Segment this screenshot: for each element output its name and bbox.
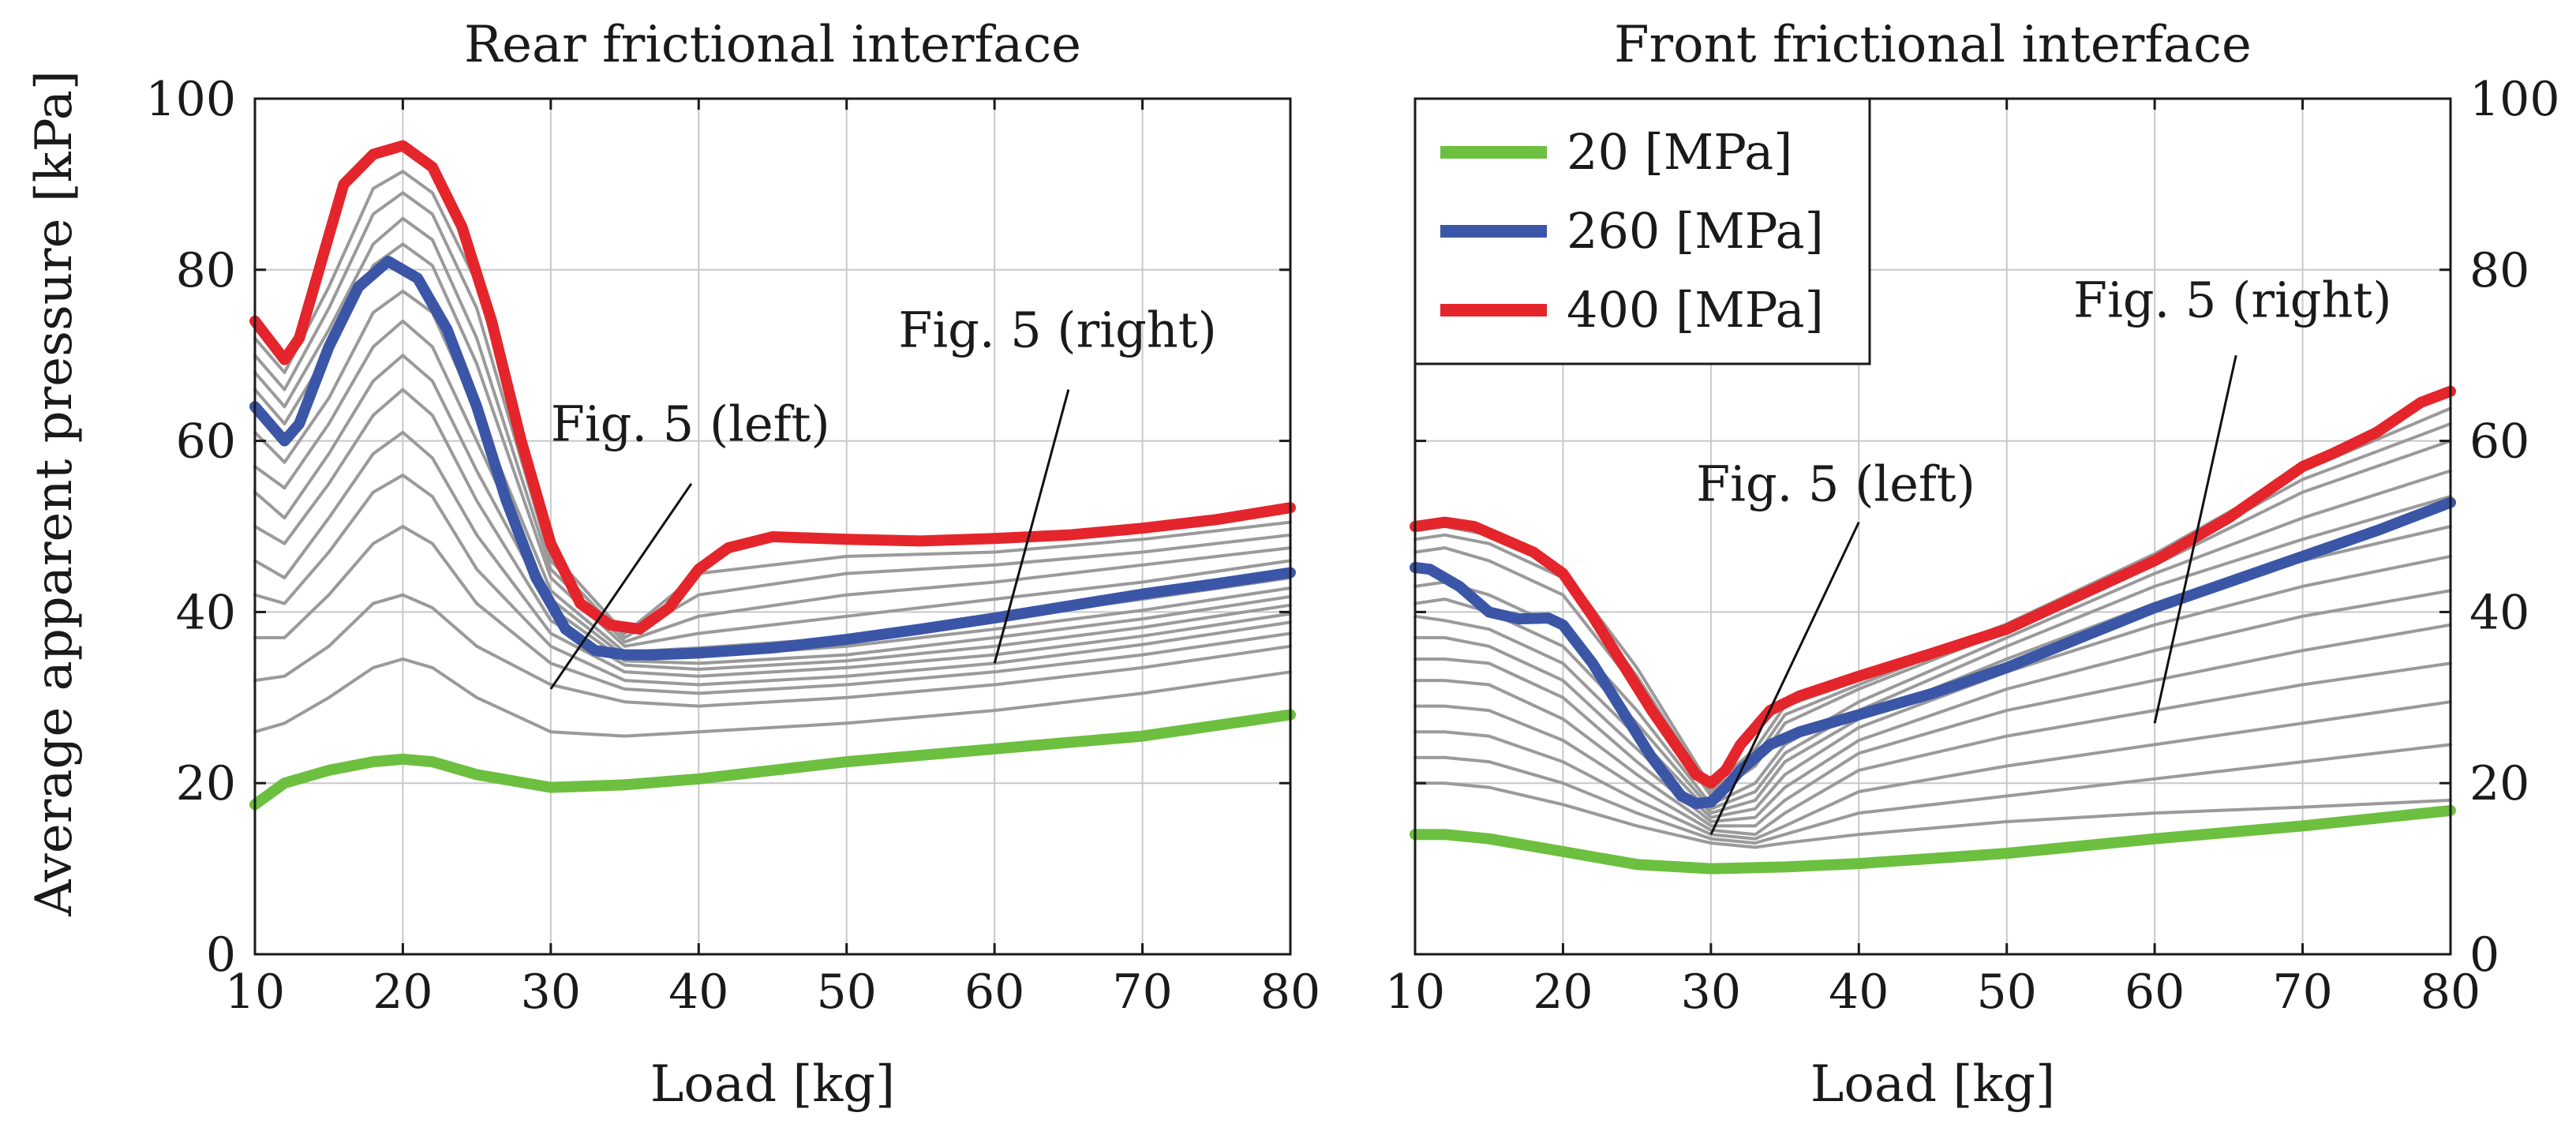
rear-gray-series-line-2 xyxy=(253,593,1292,708)
front-x-tick-label-10: 10 xyxy=(1385,965,1445,1020)
y-axis-label: Average apparent pressure [kPa] xyxy=(25,70,84,917)
rear-x-axis-label: Load [kg] xyxy=(650,1055,895,1114)
front-x-tick-label-30: 30 xyxy=(1681,965,1741,1020)
front-x-axis-label: Load [kg] xyxy=(1810,1055,2055,1114)
front-gray-series-line-5 xyxy=(1413,623,2452,828)
rear-gray-series-line-6 xyxy=(253,388,1292,671)
front-series-line-400mpa xyxy=(1410,385,2456,789)
rear-annotation-leader-1 xyxy=(549,482,693,690)
rear-series-line-20mpa xyxy=(249,709,1296,811)
rear-x-tick-label-20: 20 xyxy=(373,965,432,1020)
rear-gray-series-line-1 xyxy=(253,657,1292,738)
rear-x-tick-label-30: 30 xyxy=(521,965,581,1020)
rear-x-tick-label-40: 40 xyxy=(668,965,728,1020)
front-gray-series-line-6 xyxy=(1413,589,2452,823)
front-gray-series-line-2 xyxy=(1413,743,2452,845)
front-x-tick-label-70: 70 xyxy=(2272,965,2332,1020)
front-gray-series-line-1 xyxy=(1413,781,2452,849)
front-x-tick-label-80: 80 xyxy=(2421,965,2481,1020)
rear-x-tick-label-80: 80 xyxy=(1260,965,1320,1020)
rear-annotation-label-2: Fig. 5 (right) xyxy=(898,301,1216,358)
front-gray-series-line-10 xyxy=(1413,469,2452,807)
rear-y-tick-label-100: 100 xyxy=(145,72,236,127)
front-x-tick-label-50: 50 xyxy=(1977,965,2037,1020)
front-annotation-leader-1 xyxy=(1709,521,1860,835)
rear-y-tick-label-60: 60 xyxy=(176,414,236,470)
rear-ticks: 10 20 30 40 50 60 70 80 0 20 40 60 80 100 xyxy=(145,72,1320,1020)
front-annotations: Fig. 5 (left) Fig. 5 (right) xyxy=(1696,271,2392,835)
front-annotation-label-1: Fig. 5 (left) xyxy=(1696,455,1975,512)
front-series-lines xyxy=(1410,385,2456,875)
rear-gray-series-line-5 xyxy=(253,430,1292,678)
front-gray-series-line-3 xyxy=(1413,700,2452,841)
rear-annotation-label-1: Fig. 5 (left) xyxy=(551,395,830,453)
front-annotation-leader-2 xyxy=(2153,354,2237,724)
legend-label-20mpa: 20 [MPa] xyxy=(1567,123,1792,181)
front-plot-frame xyxy=(1413,97,2452,956)
rear-x-tick-label-10: 10 xyxy=(225,965,285,1020)
legend-label-260mpa: 260 [MPa] xyxy=(1567,202,1824,260)
rear-y-tick-label-0: 0 xyxy=(206,927,236,983)
front-panel: Fig. 5 (left) Fig. 5 (right) 10 20 30 40 50 60… xyxy=(1385,16,2560,1114)
rear-gray-series-line-4 xyxy=(253,474,1292,687)
front-x-tick-label-60: 60 xyxy=(2125,965,2185,1020)
front-series-line-260mpa xyxy=(1410,496,2456,810)
rear-chart-title: Rear frictional interface xyxy=(464,16,1081,74)
rear-y-tick-label-20: 20 xyxy=(176,756,236,811)
front-y-tick-label-40: 40 xyxy=(2469,585,2529,640)
front-x-tick-label-20: 20 xyxy=(1533,965,1593,1020)
rear-annotations: Fig. 5 (left) Fig. 5 (right) xyxy=(549,301,1217,690)
rear-series-lines xyxy=(249,140,1296,811)
rear-annotation-leader-2 xyxy=(993,389,1070,664)
rear-gray-series-line-12 xyxy=(253,191,1292,639)
front-y-tick-label-60: 60 xyxy=(2469,414,2529,470)
front-gray-series-line-4 xyxy=(1413,661,2452,837)
rear-plot-frame xyxy=(253,97,1292,956)
front-gray-series-line-7 xyxy=(1413,554,2452,819)
rear-x-tick-label-60: 60 xyxy=(964,965,1024,1020)
rear-gray-series-line-3 xyxy=(253,525,1292,695)
rear-gray-series-line-11 xyxy=(253,216,1292,644)
front-annotation-label-2: Fig. 5 (right) xyxy=(2073,271,2391,328)
front-series-line-20mpa xyxy=(1410,804,2456,875)
rear-x-tick-label-70: 70 xyxy=(1112,965,1172,1020)
rear-y-tick-label-80: 80 xyxy=(176,243,236,298)
legend-label-400mpa: 400 [MPa] xyxy=(1567,281,1824,339)
front-y-tick-label-80: 80 xyxy=(2469,243,2529,298)
rear-panel: Fig. 5 (left) Fig. 5 (right) 10 20 30 40 50 60… xyxy=(145,16,1320,1114)
rear-y-tick-label-40: 40 xyxy=(176,585,236,640)
rear-series-line-400mpa xyxy=(249,140,1296,635)
legend: 20 [MPa] 260 [MPa] 400 [MPa] xyxy=(1413,97,1871,365)
rear-gray-series-line-7 xyxy=(253,354,1292,665)
front-chart-title: Front frictional interface xyxy=(1614,16,2252,74)
rear-x-tick-label-50: 50 xyxy=(817,965,877,1020)
front-x-tick-label-40: 40 xyxy=(1829,965,1889,1020)
front-y-tick-label-0: 0 xyxy=(2469,927,2499,983)
front-y-tick-label-20: 20 xyxy=(2469,756,2529,811)
front-y-tick-label-100: 100 xyxy=(2469,72,2560,127)
